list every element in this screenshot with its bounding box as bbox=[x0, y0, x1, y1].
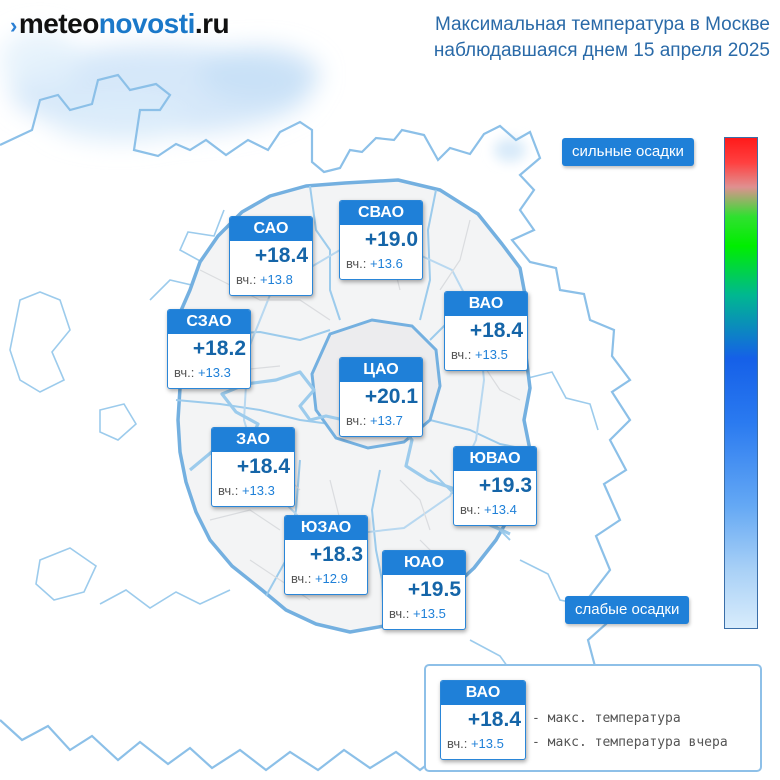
district-card-yuao: ЮАО +19.5 вч.: +13.5 bbox=[382, 550, 466, 630]
yesterday-temperature-row: вч.: +13.5 bbox=[389, 606, 461, 621]
yesterday-temperature: +13.5 bbox=[412, 606, 446, 621]
yesterday-temperature: +13.3 bbox=[241, 483, 275, 498]
district-name: ЮВАО bbox=[454, 447, 536, 471]
map-title-line2: наблюдавшаяся днем 15 апреля 2025 bbox=[433, 40, 770, 61]
district-card-szao: СЗАО +18.2 вч.: +13.3 bbox=[167, 309, 251, 389]
logo-text-dark: meteo bbox=[18, 8, 99, 39]
yesterday-temperature: +13.4 bbox=[483, 502, 517, 517]
yesterday-label: вч.: bbox=[451, 347, 472, 362]
district-name: СЗАО bbox=[168, 310, 250, 334]
district-name: ЦАО bbox=[340, 358, 422, 382]
yesterday-temperature-row: вч.: +13.7 bbox=[346, 413, 418, 428]
max-temperature: +18.4 bbox=[467, 708, 521, 731]
max-temperature: +20.1 bbox=[364, 385, 418, 408]
district-name: ЮАО bbox=[383, 551, 465, 575]
precipitation-cloud bbox=[494, 138, 526, 162]
yesterday-label: вч.: bbox=[346, 256, 367, 271]
yesterday-temperature-row: вч.: +13.5 bbox=[451, 347, 523, 362]
yesterday-temperature-row: вч.: +13.3 bbox=[174, 365, 246, 380]
yesterday-temperature: +13.5 bbox=[474, 347, 508, 362]
max-temperature: +19.0 bbox=[364, 228, 418, 251]
precipitation-scale-bar bbox=[724, 137, 758, 629]
yesterday-temperature-row: вч.: +13.8 bbox=[236, 272, 308, 287]
district-name: ВАО bbox=[445, 292, 527, 316]
district-card-yuzao: ЮЗАО +18.3 вч.: +12.9 bbox=[284, 515, 368, 595]
map-title: Максимальная температура в Москве наблюд… bbox=[434, 12, 770, 64]
district-name: САО bbox=[230, 217, 312, 241]
logo-text-blue: novosti bbox=[98, 8, 196, 39]
legend-box: ВАО +18.4 вч.: +13.5 - макс. температура… bbox=[424, 664, 762, 772]
site-logo[interactable]: ›meteonovosti.ru bbox=[10, 8, 230, 40]
yesterday-label: вч.: bbox=[447, 736, 468, 751]
map-title-line1: Максимальная температура в Москве bbox=[434, 14, 770, 35]
logo-mark-icon: › bbox=[10, 13, 17, 38]
yesterday-temperature-row: вч.: +12.9 bbox=[291, 571, 363, 586]
yesterday-temperature: +13.3 bbox=[197, 365, 231, 380]
yesterday-label: вч.: bbox=[218, 483, 239, 498]
legend-yesterday-temp-text: - макс. температура вчера bbox=[532, 735, 728, 750]
precipitation-clouds bbox=[0, 30, 320, 142]
district-name: ВАО bbox=[441, 681, 525, 705]
legend-max-temp-text: - макс. температура bbox=[532, 711, 681, 726]
yesterday-temperature: +13.8 bbox=[259, 272, 293, 287]
district-card-svao: СВАО +19.0 вч.: +13.6 bbox=[339, 200, 423, 280]
yesterday-temperature: +12.9 bbox=[314, 571, 348, 586]
outer-border bbox=[0, 73, 632, 772]
yesterday-temperature: +13.7 bbox=[369, 413, 403, 428]
yesterday-label: вч.: bbox=[460, 502, 481, 517]
yesterday-label: вч.: bbox=[236, 272, 257, 287]
max-temperature: +18.4 bbox=[469, 319, 523, 342]
left-district-shape bbox=[9, 291, 138, 601]
yesterday-label: вч.: bbox=[291, 571, 312, 586]
inner-border bbox=[99, 209, 599, 685]
yesterday-label: вч.: bbox=[346, 413, 367, 428]
district-card-zao: ЗАО +18.4 вч.: +13.3 bbox=[211, 427, 295, 507]
yesterday-temperature-row: вч.: +13.4 bbox=[460, 502, 532, 517]
legend-example-card: ВАО +18.4 вч.: +13.5 bbox=[440, 680, 526, 760]
yesterday-temperature-row: вч.: +13.5 bbox=[447, 736, 521, 751]
max-temperature: +18.4 bbox=[254, 244, 308, 267]
max-temperature: +18.2 bbox=[192, 337, 246, 360]
scale-bottom-label: слабые осадки bbox=[565, 596, 690, 624]
district-name: СВАО bbox=[340, 201, 422, 225]
max-temperature: +19.5 bbox=[407, 578, 461, 601]
max-temperature: +19.3 bbox=[478, 474, 532, 497]
district-name: ЗАО bbox=[212, 428, 294, 452]
max-temperature: +18.3 bbox=[309, 543, 363, 566]
logo-text-suffix: .ru bbox=[194, 8, 230, 39]
district-card-sao: САО +18.4 вч.: +13.8 bbox=[229, 216, 313, 296]
yesterday-temperature-row: вч.: +13.6 bbox=[346, 256, 418, 271]
district-card-cao: ЦАО +20.1 вч.: +13.7 bbox=[339, 357, 423, 437]
yesterday-temperature: +13.6 bbox=[369, 256, 403, 271]
max-temperature: +18.4 bbox=[236, 455, 290, 478]
yesterday-temperature: +13.5 bbox=[470, 736, 504, 751]
yesterday-temperature-row: вч.: +13.3 bbox=[218, 483, 290, 498]
yesterday-label: вч.: bbox=[389, 606, 410, 621]
district-card-yuvao: ЮВАО +19.3 вч.: +13.4 bbox=[453, 446, 537, 526]
yesterday-label: вч.: bbox=[174, 365, 195, 380]
moskva-river bbox=[188, 370, 511, 536]
district-name: ЮЗАО bbox=[285, 516, 367, 540]
scale-top-label: сильные осадки bbox=[562, 138, 694, 166]
district-card-vao: ВАО +18.4 вч.: +13.5 bbox=[444, 291, 528, 371]
